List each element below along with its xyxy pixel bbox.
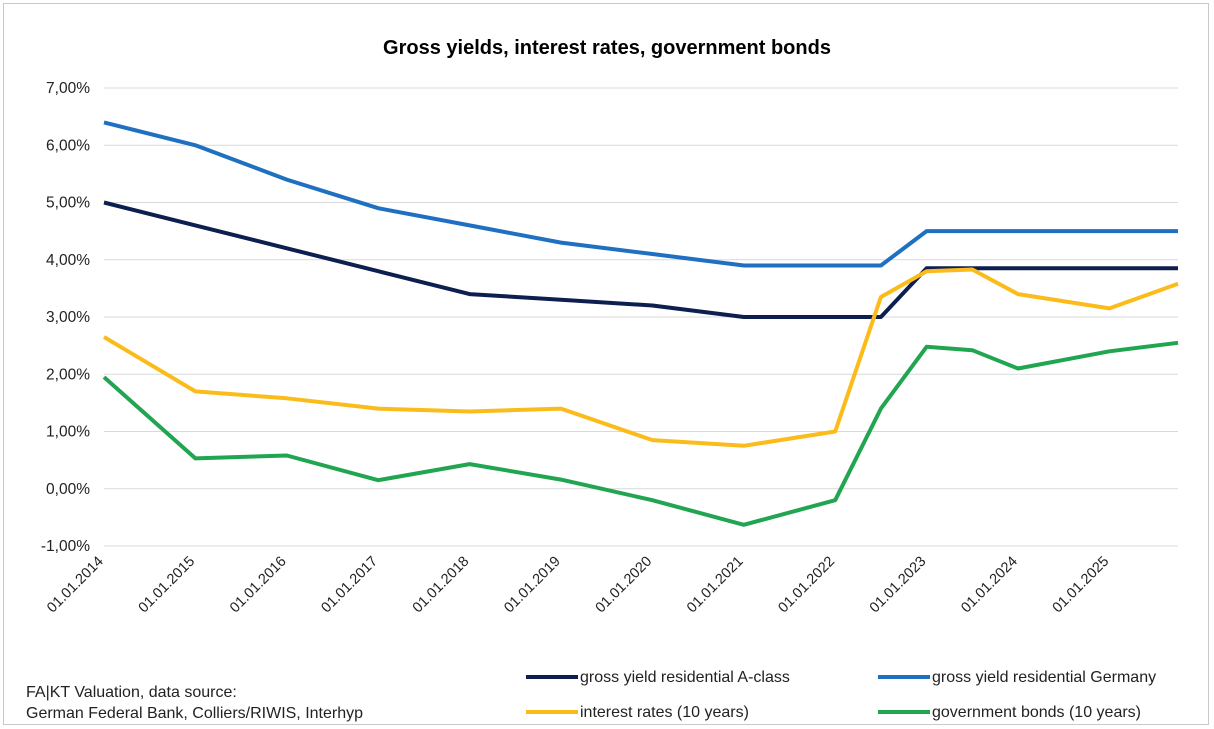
legend: gross yield residential A-class gross yie… [526, 669, 1156, 721]
x-tick-label: 01.01.2022 [775, 554, 838, 617]
x-tick-label: 01.01.2021 [684, 554, 747, 617]
line-chart: Gross yields, interest rates, government… [26, 37, 1179, 722]
x-tick-label: 01.01.2017 [318, 554, 381, 617]
x-tick-label: 01.01.2019 [501, 554, 564, 617]
x-axis-ticks: 01.01.2014 01.01.2015 01.01.2016 01.01.2017… [44, 554, 1112, 617]
source-note-line2: German Federal Bank, Colliers/RIWIS, Int… [26, 705, 363, 722]
gridlines [104, 87, 1178, 547]
y-tick-label: 2,00% [46, 366, 90, 383]
legend-label: interest rates (10 years) [580, 704, 749, 721]
series-line-4 [102, 340, 1179, 527]
x-tick-label: 01.01.2020 [593, 554, 656, 617]
series-line-1 [103, 200, 1178, 319]
series-line-3 [102, 267, 1179, 448]
x-tick-label: 01.01.2016 [227, 554, 290, 617]
legend-label: government bonds (10 years) [932, 704, 1141, 721]
y-tick-label: 1,00% [46, 424, 90, 441]
legend-label: gross yield residential A-class [580, 669, 790, 686]
series-line-2 [103, 120, 1178, 268]
x-tick-label: 01.01.2024 [958, 554, 1021, 617]
x-tick-label: 01.01.2015 [136, 554, 199, 617]
series-lines [102, 120, 1179, 527]
source-note-line1: FA|KT Valuation, data source: [26, 684, 237, 701]
legend-label: gross yield residential Germany [932, 669, 1156, 686]
y-tick-label: -1,00% [41, 538, 90, 555]
y-tick-label: 4,00% [46, 252, 90, 269]
x-tick-label: 01.01.2025 [1050, 554, 1113, 617]
y-tick-label: 3,00% [46, 309, 90, 326]
x-tick-label: 01.01.2018 [410, 554, 473, 617]
x-tick-label: 01.01.2014 [44, 554, 107, 617]
y-tick-label: 0,00% [46, 481, 90, 498]
y-tick-label: 6,00% [46, 137, 90, 154]
x-tick-label: 01.01.2023 [867, 554, 930, 617]
y-axis-ticks: 7,00% 6,00% 5,00% 4,00% 3,00% 2,00% 1,00% 0,00%… [41, 80, 90, 555]
y-tick-label: 7,00% [46, 80, 90, 97]
y-tick-label: 5,00% [46, 195, 90, 212]
chart-title: Gross yields, interest rates, government… [383, 37, 831, 59]
chart-frame: Gross yields, interest rates, government… [3, 3, 1209, 725]
